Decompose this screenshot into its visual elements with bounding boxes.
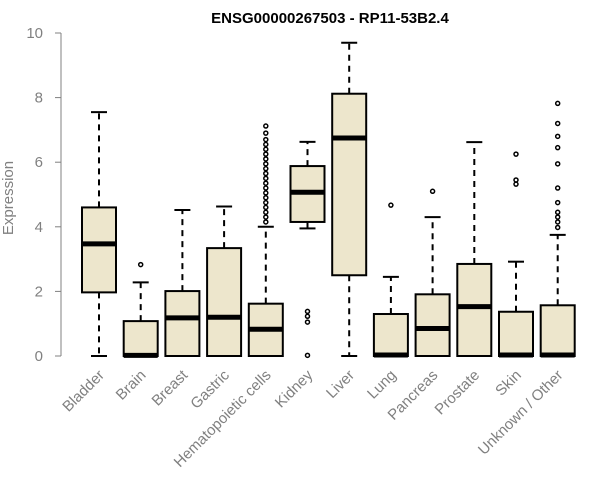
outlier-point <box>554 120 561 127</box>
box-iqr <box>164 290 201 357</box>
outlier-point <box>554 161 561 167</box>
outlier-point <box>554 185 561 191</box>
outlier-point <box>137 261 144 268</box>
box-breast <box>164 209 201 357</box>
box-iqr <box>331 92 368 277</box>
outlier-point <box>554 219 561 225</box>
outlier-point <box>554 133 561 140</box>
box-kidney <box>289 140 326 359</box>
outlier-point <box>429 188 436 195</box>
outlier-point <box>554 214 561 220</box>
outlier-point <box>554 199 561 206</box>
x-tick-label: Bladder <box>59 367 108 416</box>
x-tick-label: Liver <box>323 367 358 402</box>
outlier-point <box>263 156 269 162</box>
chart-title: ENSG00000267503 - RP11-53B2.4 <box>211 10 449 27</box>
box-iqr <box>539 304 576 357</box>
box-unknown-other <box>539 100 576 358</box>
outlier-point <box>513 177 519 183</box>
outlier-point <box>263 175 269 182</box>
outlier-point <box>263 209 269 216</box>
y-tick-label: 0 <box>35 348 43 365</box>
outlier-point <box>304 308 311 315</box>
box-iqr <box>456 262 493 358</box>
outlier-point <box>388 202 394 208</box>
y-tick-label: 2 <box>35 283 43 300</box>
outlier-point <box>263 204 269 211</box>
x-tick-label: Brain <box>113 367 150 404</box>
x-tick-label: Skin <box>492 367 525 400</box>
x-tick-label: Kidney <box>272 366 317 411</box>
outlier-point <box>513 181 519 187</box>
outlier-point <box>304 313 311 320</box>
outlier-point <box>263 130 269 136</box>
box-liver <box>331 41 368 357</box>
box-iqr <box>414 293 451 358</box>
outlier-point <box>263 190 269 196</box>
plot-area <box>81 41 576 359</box>
outlier-point <box>263 185 269 191</box>
outlier-point <box>263 123 269 129</box>
x-tick-label: Lung <box>364 367 400 403</box>
outlier-point <box>263 214 269 220</box>
outlier-point <box>263 170 269 177</box>
box-brain <box>122 261 159 358</box>
outlier-point <box>263 161 269 167</box>
outlier-point <box>554 144 561 151</box>
box-iqr <box>372 313 409 358</box>
y-axis-label: Expression <box>0 161 17 235</box>
outlier-point <box>263 136 269 143</box>
x-tick-label: Breast <box>149 366 192 409</box>
outlier-point <box>554 100 561 107</box>
outlier-point <box>263 146 269 153</box>
box-gastric <box>206 205 243 357</box>
outlier-point <box>263 180 269 186</box>
box-pancreas <box>414 188 451 358</box>
outlier-point <box>263 151 269 157</box>
outlier-point <box>304 352 311 359</box>
box-iqr <box>122 320 159 357</box>
outlier-point <box>554 224 561 231</box>
y-axis: 0 2 4 6 8 10 <box>26 25 62 365</box>
outlier-point <box>304 319 311 325</box>
box-iqr <box>498 310 534 357</box>
outlier-point <box>263 199 269 206</box>
x-tick-label: Prostate <box>432 367 484 419</box>
outlier-point <box>263 194 269 201</box>
box-skin <box>498 151 534 358</box>
box-iqr <box>81 206 117 294</box>
box-bladder <box>81 111 117 357</box>
box-prostate <box>456 141 493 358</box>
outlier-point <box>263 165 269 172</box>
outlier-point <box>554 209 561 216</box>
outlier-point <box>513 151 519 157</box>
box-hematopoietic-cells <box>247 123 284 358</box>
y-tick-label: 6 <box>35 154 43 171</box>
outlier-point <box>263 219 269 225</box>
box-lung <box>372 202 409 358</box>
box-iqr <box>206 247 243 357</box>
y-tick-label: 8 <box>35 90 43 107</box>
outlier-point <box>263 141 269 148</box>
y-tick-label: 4 <box>35 219 43 236</box>
y-tick-label: 10 <box>26 25 43 42</box>
